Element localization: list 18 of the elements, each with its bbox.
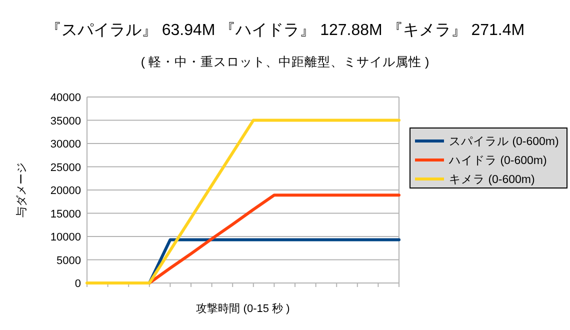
y-tick-label: 20000 [50,185,81,197]
legend-label: スパイラル (0-600m) [449,136,560,148]
chart-title: 『スパイラル』 63.94M 『ハイドラ』 127.88M 『キメラ』 271.4M [45,22,525,39]
y-tick-label: 35000 [50,115,81,128]
legend-label: キメラ (0-600m) [449,174,536,186]
line-series [86,118,400,284]
legend-label: ハイドラ (0-600m) [448,155,548,167]
y-tick-label: 10000 [50,232,81,244]
y-tick-label: 40000 [50,92,81,104]
y-tick-label: 30000 [50,138,81,150]
chart-subtitle: ( 軽・中・重スロット、中距離型、ミサイル属性 ) [140,55,430,69]
y-tick-label: 5000 [56,254,81,267]
x-axis-title: 攻撃時間 (0-15 秒 ) [196,302,290,315]
y-tick-label: 25000 [50,162,81,174]
y-tick-label: 15000 [50,208,81,220]
y-axis-title: 与ダメージ [15,162,28,218]
line-series [148,194,400,284]
y-tick-label: 0 [74,278,81,290]
